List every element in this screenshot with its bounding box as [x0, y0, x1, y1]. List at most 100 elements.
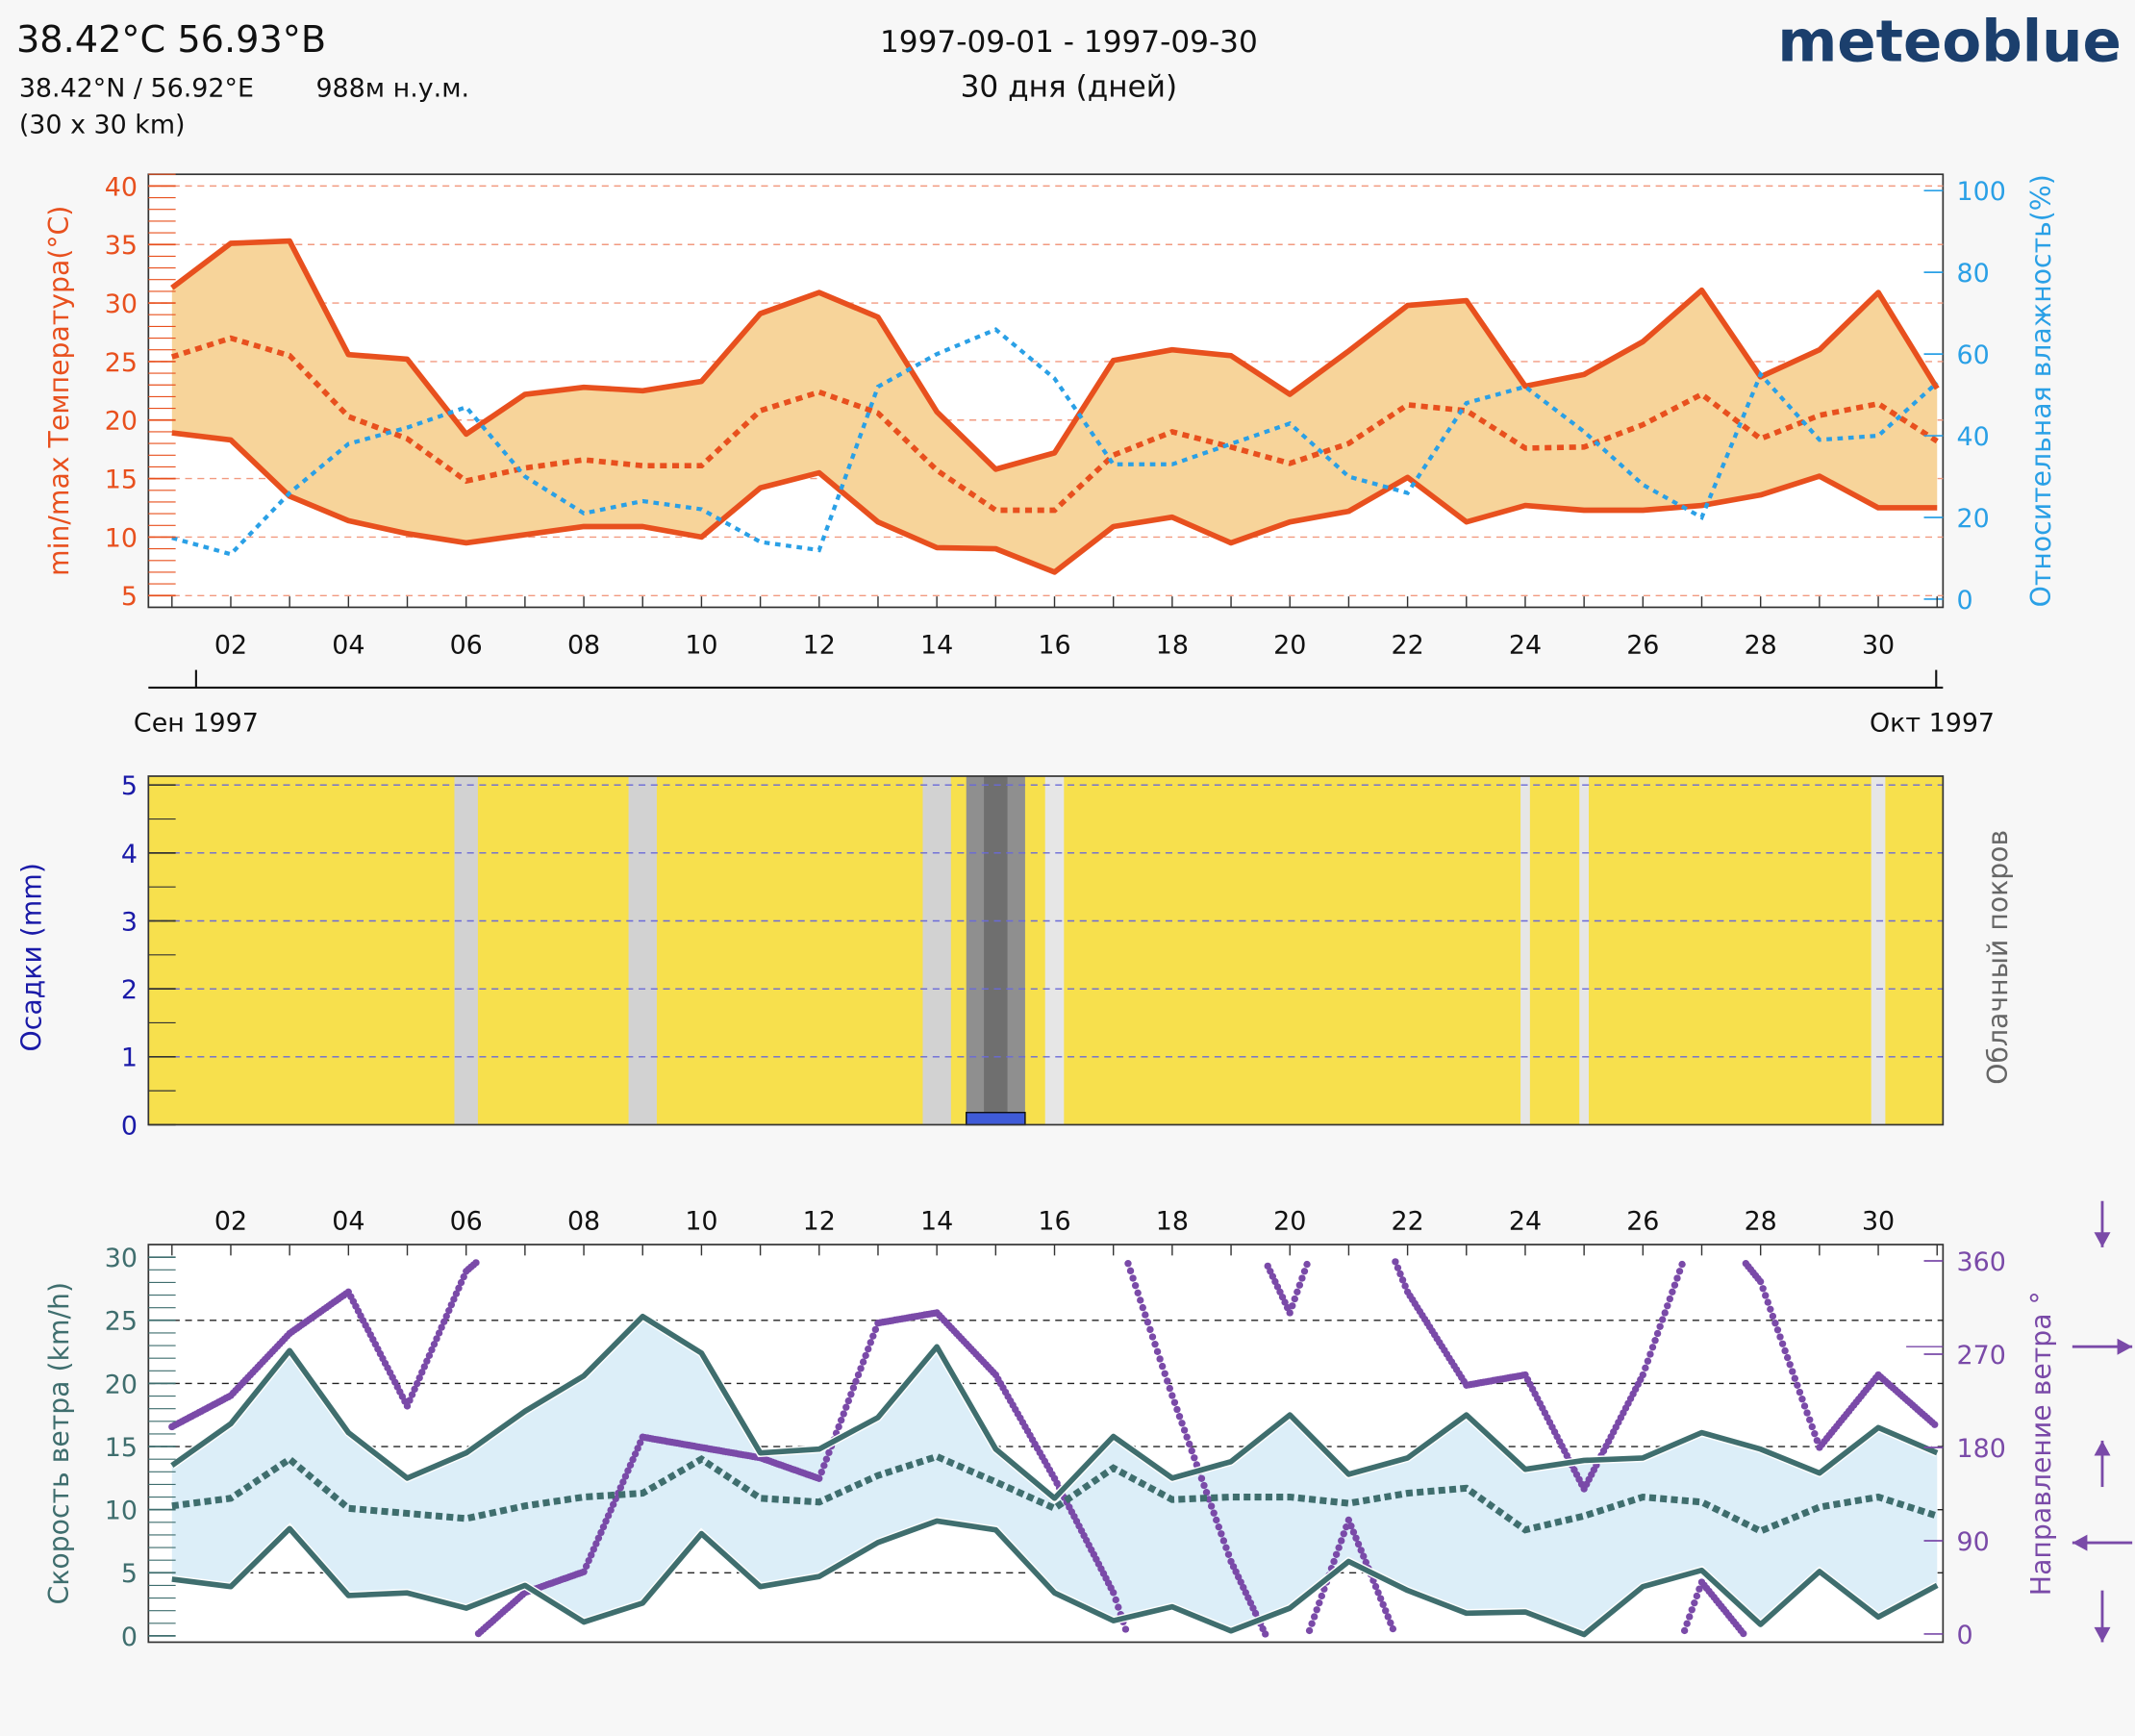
- wind-direction-point: [869, 1332, 877, 1340]
- wind-direction-point: [1778, 1340, 1787, 1347]
- wind-direction-point: [1188, 1447, 1195, 1455]
- tmean-line: [170, 335, 1939, 514]
- wind-max-line: [170, 1313, 1939, 1501]
- day-tick-label: 24: [1509, 631, 1542, 661]
- wind-direction-point: [1648, 1344, 1657, 1351]
- wind-direction-point: [1813, 1437, 1821, 1445]
- month-label-start: Сен 1997: [134, 708, 259, 738]
- wind-direction-tick-label: 180: [1957, 1434, 2006, 1464]
- wind-direction-point: [1686, 1613, 1694, 1621]
- wind-direction-point: [445, 1307, 453, 1315]
- precip-tick-label: 3: [121, 907, 138, 937]
- wind-direction-point: [1639, 1371, 1646, 1379]
- wind-direction-point: [1384, 1613, 1392, 1621]
- wind-direction-point: [1129, 1274, 1137, 1282]
- wind-direction-point: [1224, 1550, 1233, 1558]
- wind-min-line: [171, 1518, 1939, 1638]
- wind-direction-point: [1786, 1361, 1794, 1369]
- wind-direction-point: [1661, 1309, 1669, 1317]
- wind-direction-point: [604, 1512, 613, 1520]
- wind-direction-point: [1291, 1295, 1298, 1303]
- wind-direction-point: [1664, 1302, 1671, 1310]
- wind-direction-point: [1347, 1522, 1355, 1530]
- precip-tick-label: 2: [121, 975, 138, 1005]
- wind-direction-point: [1316, 1598, 1323, 1607]
- month-axis: Сен 1997 Окт 1997: [134, 669, 1995, 738]
- wind-direction-point: [1762, 1292, 1770, 1299]
- day-tick-label: 20: [1273, 1206, 1306, 1236]
- cloud-cover-band: [1579, 776, 1590, 1125]
- cloud-cover-band: [1044, 776, 1065, 1125]
- wind-direction-point: [1262, 1630, 1269, 1638]
- wind-direction-point: [1651, 1337, 1659, 1345]
- wind-direction-point: [1295, 1281, 1304, 1289]
- wind-direction-point: [1769, 1312, 1777, 1321]
- day-tick-label: 16: [1038, 1206, 1070, 1236]
- wind-direction-point: [588, 1551, 595, 1559]
- wind-direction-point: [1382, 1607, 1390, 1615]
- wind-direction-point: [862, 1351, 869, 1360]
- wind-direction-point: [1332, 1550, 1341, 1558]
- wind-direction-point: [433, 1335, 440, 1343]
- wind-direction-point: [1808, 1422, 1816, 1431]
- temperature-tick-label: 20: [105, 407, 138, 437]
- cloud-cover-band: [454, 776, 478, 1125]
- wind-direction-point: [1756, 1277, 1765, 1286]
- humidity-axis-label: Относительная влажность(%): [2025, 174, 2057, 607]
- wind-direction-point: [1178, 1420, 1186, 1427]
- wind-direction-point: [1164, 1377, 1171, 1385]
- wind-direction-point: [1800, 1402, 1809, 1410]
- wind-direction-point: [1173, 1405, 1181, 1414]
- wind-direction-point: [1210, 1509, 1218, 1517]
- wind-direction-point: [1764, 1298, 1771, 1306]
- cloud-cover-band: [922, 776, 951, 1125]
- wind-direction-point: [1349, 1528, 1358, 1536]
- wind-direction-point: [1673, 1274, 1681, 1282]
- precip-gridlines: [148, 784, 1944, 1058]
- wind-direction-point: [1161, 1370, 1168, 1377]
- wind-direction-point: [1340, 1530, 1347, 1538]
- wind-direction-point: [1237, 1578, 1244, 1586]
- day-tick-label: 16: [1038, 631, 1070, 661]
- wind-direction-point: [1791, 1374, 1798, 1382]
- temperature-axis-label: min/max Температура(°C): [43, 206, 75, 576]
- day-tick-label: 08: [567, 1206, 600, 1236]
- wind-direction-point: [1197, 1474, 1206, 1482]
- wind-direction-point: [447, 1301, 456, 1309]
- wind-direction-point: [1379, 1600, 1387, 1609]
- wind-direction-point: [616, 1484, 625, 1492]
- wind-direction-point: [438, 1323, 445, 1331]
- wind-direction-point: [1281, 1298, 1289, 1306]
- wind-direction-point: [865, 1345, 872, 1353]
- wind-direction-point: [1666, 1295, 1674, 1303]
- wind-direction-point: [423, 1357, 431, 1365]
- humidity-line: [171, 327, 1939, 557]
- wind-direction-point: [1298, 1274, 1306, 1282]
- precipitation-bar: [966, 1112, 1026, 1126]
- wind-direction-point: [1401, 1282, 1409, 1290]
- humidity-tick-label: 40: [1957, 422, 1990, 452]
- wind-direction-point: [1691, 1598, 1698, 1607]
- precip-plot-area: [147, 775, 1945, 1126]
- wind-direction-point: [428, 1346, 436, 1354]
- wind-direction-point: [1376, 1595, 1385, 1602]
- day-tick-label: 30: [1862, 631, 1895, 661]
- day-tick-label: 12: [803, 1206, 836, 1236]
- wind-direction-point: [844, 1396, 853, 1405]
- cloud-cover-band: [1871, 776, 1886, 1125]
- day-tick-label: 28: [1745, 631, 1777, 661]
- precip-tick-label: 5: [121, 771, 138, 801]
- wind-direction-point: [1300, 1268, 1309, 1275]
- day-tick-label: 18: [1156, 631, 1189, 661]
- wind-direction-point: [840, 1410, 847, 1418]
- day-tick-label: 20: [1273, 631, 1306, 661]
- wind-direction-point: [1693, 1592, 1701, 1600]
- wind-direction-point: [415, 1373, 423, 1382]
- wind-direction-point: [585, 1556, 592, 1565]
- brand-logo: meteoblue: [1777, 10, 2121, 76]
- wind-direction-point: [1186, 1440, 1193, 1448]
- wind-direction-point: [455, 1284, 463, 1293]
- wind-series: [168, 1258, 1940, 1640]
- wind-direction-point: [403, 1402, 412, 1410]
